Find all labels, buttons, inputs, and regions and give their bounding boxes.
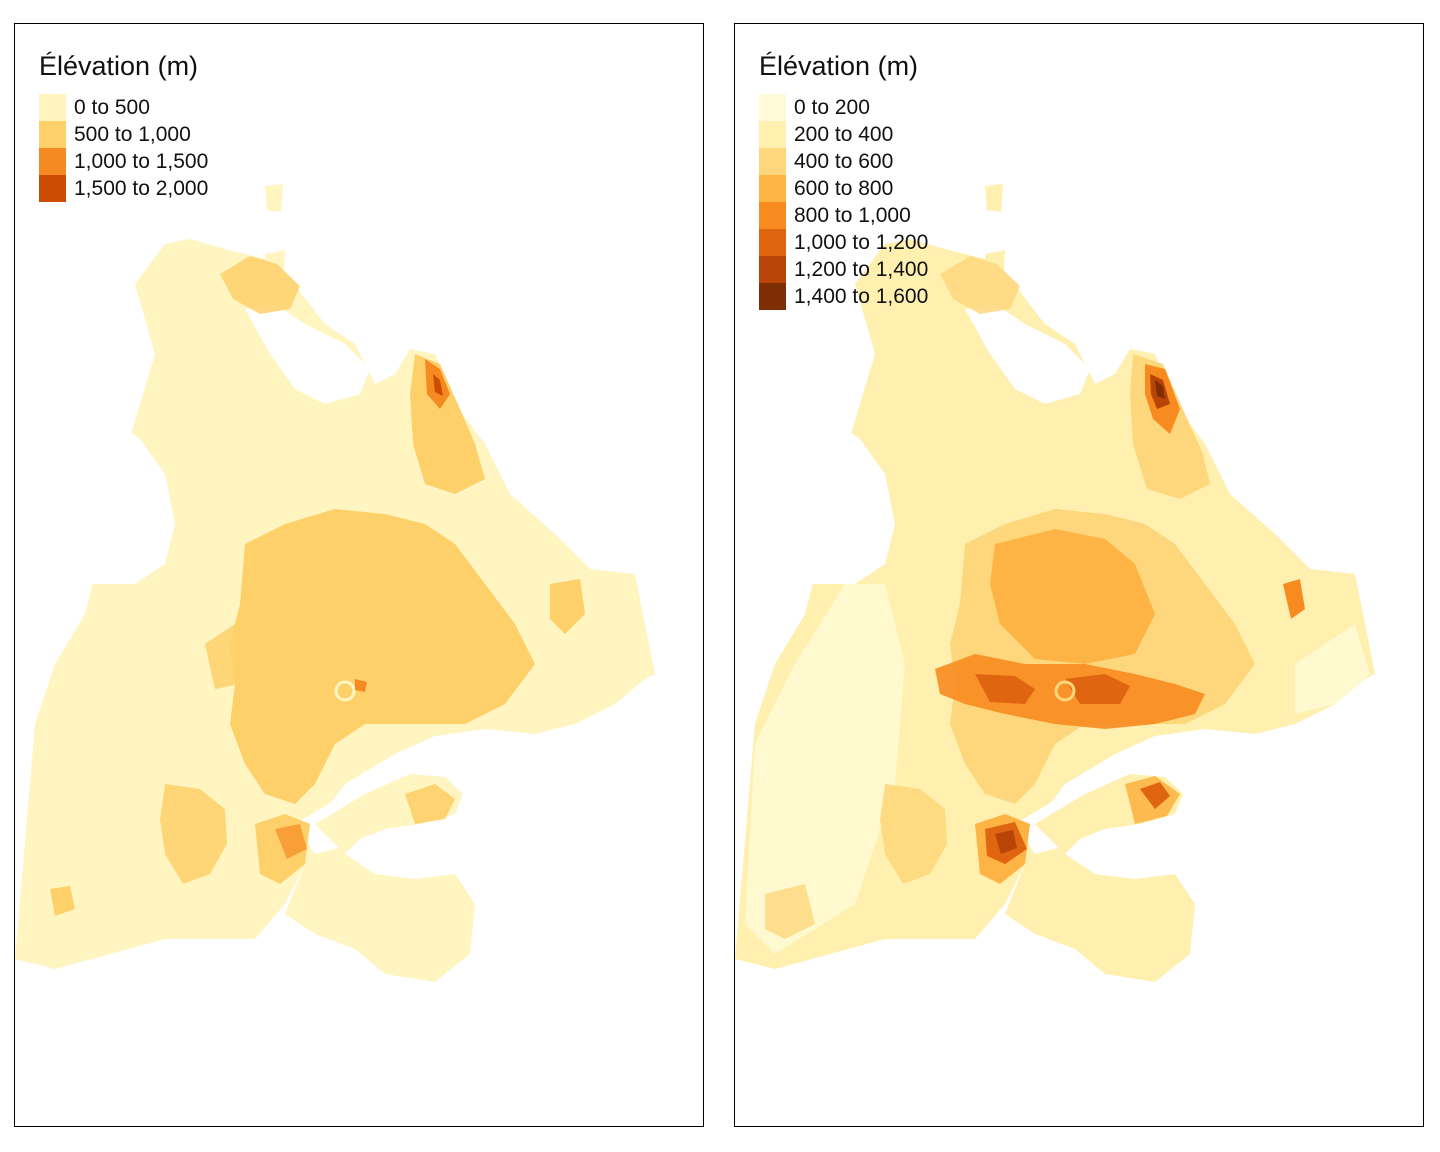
legend-label: 1,000 to 1,500 <box>74 150 209 173</box>
legend-label: 500 to 1,000 <box>74 123 191 146</box>
legend-label: 600 to 800 <box>794 177 894 200</box>
legend-label: 1,000 to 1,200 <box>794 231 929 254</box>
legend-item: 1,000 to 1,500 <box>39 148 208 175</box>
elevation-zones-right <box>765 256 1305 939</box>
legend-swatch <box>759 175 786 202</box>
legend-item: 800 to 1,000 <box>759 202 928 229</box>
legend-item: 0 to 500 <box>39 94 208 121</box>
legend-label: 800 to 1,000 <box>794 204 911 227</box>
legend-item: 400 to 600 <box>759 148 928 175</box>
legend-swatch <box>759 229 786 256</box>
legend-label: 0 to 500 <box>74 96 150 119</box>
legend-item: 1,200 to 1,400 <box>759 256 928 283</box>
legend-swatch <box>759 202 786 229</box>
legend-label: 1,400 to 1,600 <box>794 285 929 308</box>
legend-item: 500 to 1,000 <box>39 121 208 148</box>
elevation-map-right <box>735 184 1375 982</box>
legend-swatch <box>759 256 786 283</box>
legend-swatch <box>759 148 786 175</box>
legend-item: 200 to 400 <box>759 121 928 148</box>
legend-swatch <box>759 283 786 310</box>
legend-right: Élévation (m) 0 to 200 200 to 400 400 to… <box>759 50 928 310</box>
legend-item: 600 to 800 <box>759 175 928 202</box>
legend-swatch <box>759 94 786 121</box>
legend-item: 1,400 to 1,600 <box>759 283 928 310</box>
legend-swatch <box>39 148 66 175</box>
legend-swatch <box>39 175 66 202</box>
legend-item: 1,500 to 2,000 <box>39 175 208 202</box>
elevation-zones-left <box>50 256 585 916</box>
legend-label: 1,500 to 2,000 <box>74 177 209 200</box>
legend-label: 200 to 400 <box>794 123 894 146</box>
legend-title: Élévation (m) <box>39 51 199 81</box>
legend-left: Élévation (m) 0 to 500 500 to 1,000 1,00… <box>39 50 208 202</box>
legend-item: 0 to 200 <box>759 94 928 121</box>
legend-label: 0 to 200 <box>794 96 870 119</box>
legend-label: 400 to 600 <box>794 150 894 173</box>
elevation-map-left <box>15 184 655 982</box>
legend-swatch <box>759 121 786 148</box>
map-panel-right: Élévation (m) 0 to 200 200 to 400 400 to… <box>734 23 1424 1127</box>
legend-item: 1,000 to 1,200 <box>759 229 928 256</box>
legend-label: 1,200 to 1,400 <box>794 258 929 281</box>
legend-swatch <box>39 94 66 121</box>
map-panel-left: Élévation (m) 0 to 500 500 to 1,000 1,00… <box>14 23 704 1127</box>
legend-swatch <box>39 121 66 148</box>
legend-title: Élévation (m) <box>759 51 919 81</box>
